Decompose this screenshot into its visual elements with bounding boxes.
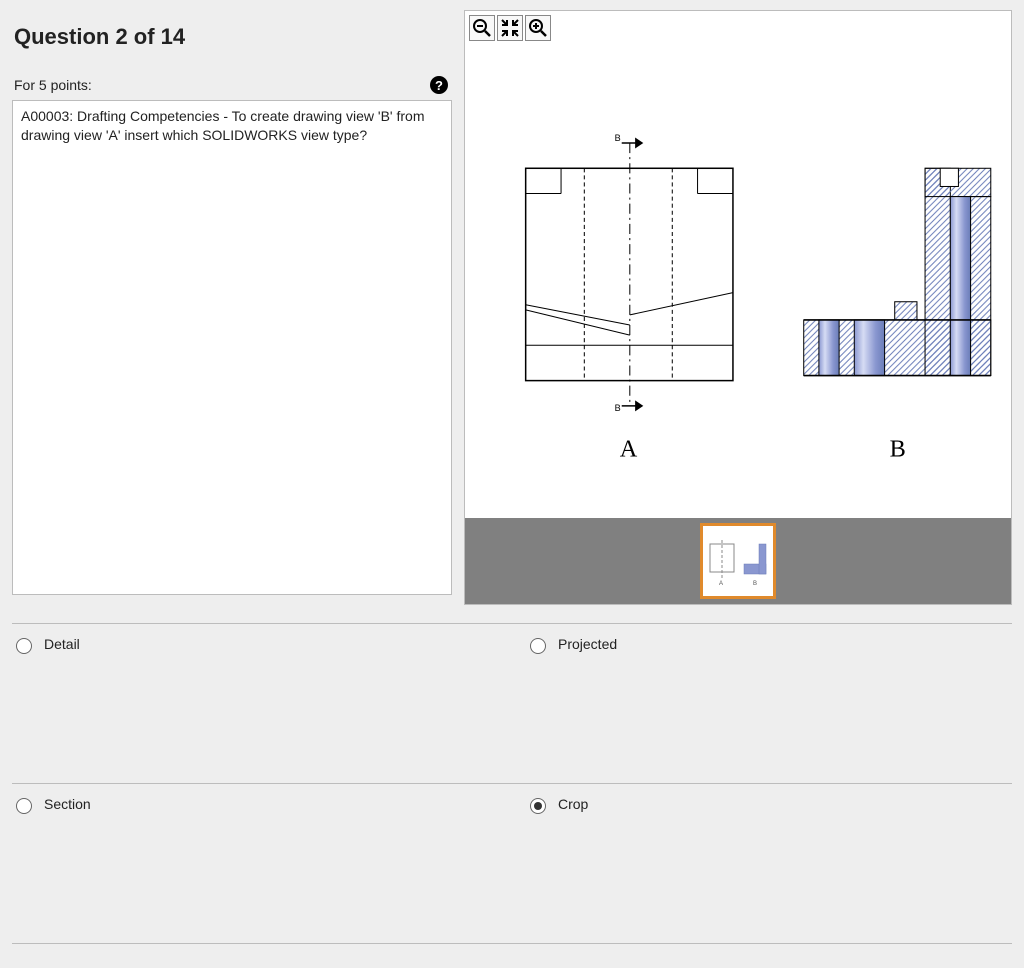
answer-label: Detail <box>44 636 80 652</box>
answer-label: Section <box>44 796 91 812</box>
drawing-view-b: B <box>804 168 991 462</box>
question-pane: Question 2 of 14 For 5 points: ? A00003:… <box>12 10 452 605</box>
zoom-out-icon <box>472 18 492 38</box>
thumbnail-strip: A B <box>465 518 1011 604</box>
thumbnail-icon: A B <box>704 536 772 586</box>
question-header: Question 2 of 14 <box>14 24 452 50</box>
quiz-container: Question 2 of 14 For 5 points: ? A00003:… <box>0 0 1024 968</box>
radio-icon <box>530 638 546 654</box>
view-b-label: B <box>890 435 906 462</box>
zoom-in-icon <box>528 18 548 38</box>
answer-label: Crop <box>558 796 588 812</box>
top-area: Question 2 of 14 For 5 points: ? A00003:… <box>0 0 1024 605</box>
answers-bottom-separator <box>12 943 1012 944</box>
answers-grid: Detail Projected Section Crop <box>0 623 1024 944</box>
points-label: For 5 points: <box>14 77 92 93</box>
image-pane: B B A <box>464 10 1012 605</box>
question-text-box: A00003: Drafting Competencies - To creat… <box>12 100 452 595</box>
drawing-view-a: B B A <box>526 133 733 462</box>
help-icon[interactable]: ? <box>430 76 448 94</box>
zoom-in-button[interactable] <box>525 15 551 41</box>
section-mark-bottom: B <box>615 403 621 413</box>
svg-text:B: B <box>753 581 757 586</box>
drawing-svg: B B A <box>465 41 1011 518</box>
answer-option-projected[interactable]: Projected <box>512 623 1012 783</box>
section-mark-top: B <box>615 133 621 143</box>
points-row: For 5 points: ? <box>12 76 452 94</box>
fit-icon <box>500 18 520 38</box>
zoom-out-button[interactable] <box>469 15 495 41</box>
radio-icon <box>530 798 546 814</box>
radio-icon <box>16 798 32 814</box>
radio-icon <box>16 638 32 654</box>
answer-option-crop[interactable]: Crop <box>512 783 1012 943</box>
question-text: A00003: Drafting Competencies - To creat… <box>21 108 425 143</box>
fit-button[interactable] <box>497 15 523 41</box>
svg-text:A: A <box>719 581 723 586</box>
drawing-stage[interactable]: B B A <box>465 41 1011 518</box>
answer-option-detail[interactable]: Detail <box>12 623 512 783</box>
answer-option-section[interactable]: Section <box>12 783 512 943</box>
answer-label: Projected <box>558 636 617 652</box>
view-a-label: A <box>620 435 638 462</box>
image-toolbar <box>465 11 1011 41</box>
thumbnail-selected[interactable]: A B <box>700 523 776 599</box>
